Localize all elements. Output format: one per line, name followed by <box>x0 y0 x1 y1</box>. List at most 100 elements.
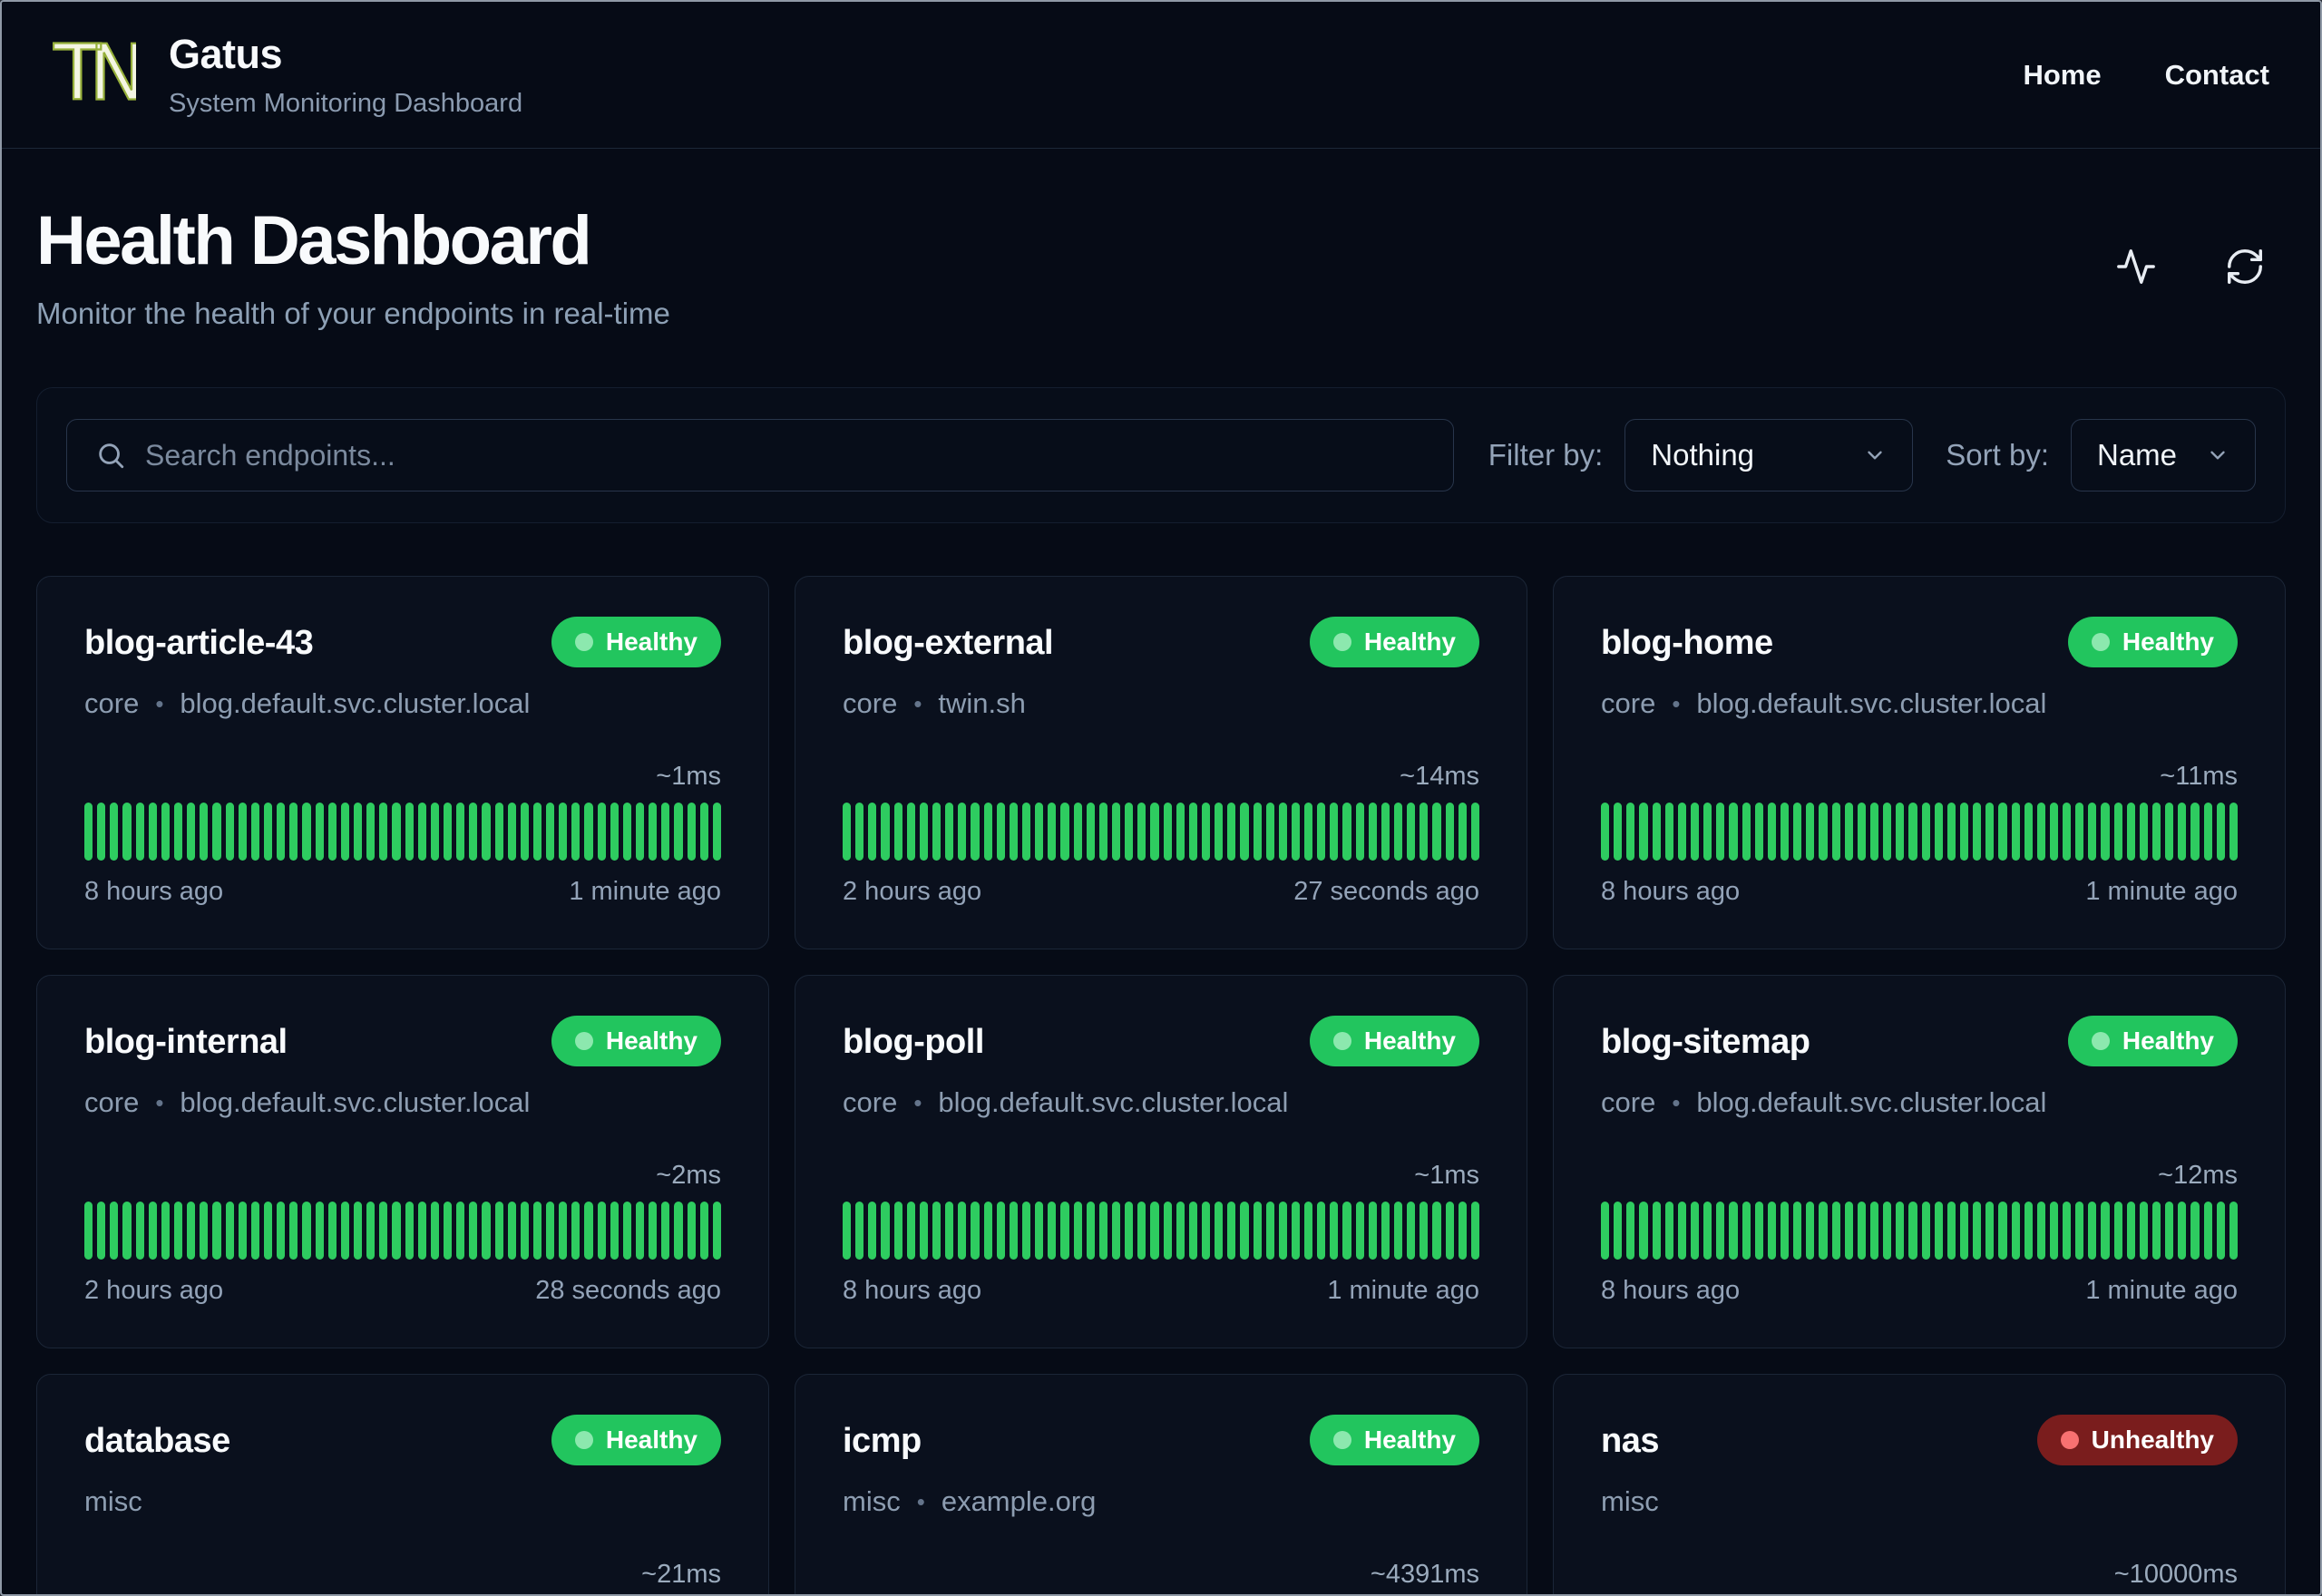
status-bar[interactable] <box>1176 1202 1185 1260</box>
status-bar[interactable] <box>1432 1202 1441 1260</box>
status-bar[interactable] <box>971 1202 980 1260</box>
status-bar[interactable] <box>1253 803 1262 861</box>
status-bar[interactable] <box>983 1202 992 1260</box>
status-bar[interactable] <box>559 803 568 861</box>
status-bar[interactable] <box>1240 1202 1249 1260</box>
status-bar[interactable] <box>135 1202 144 1260</box>
status-bar[interactable] <box>1921 1202 1930 1260</box>
status-bar[interactable] <box>225 1202 234 1260</box>
refresh-icon[interactable] <box>2224 246 2266 287</box>
status-bar[interactable] <box>712 1202 722 1260</box>
status-bar[interactable] <box>1639 803 1648 861</box>
status-bar[interactable] <box>1639 1202 1648 1260</box>
status-bar[interactable] <box>1883 803 1892 861</box>
status-bar[interactable] <box>532 803 542 861</box>
status-bar[interactable] <box>494 1202 503 1260</box>
status-bar[interactable] <box>2088 803 2097 861</box>
status-bar[interactable] <box>456 1202 465 1260</box>
status-bar[interactable] <box>1394 1202 1403 1260</box>
status-bar[interactable] <box>225 803 234 861</box>
status-bar[interactable] <box>610 803 619 861</box>
status-bar[interactable] <box>2229 803 2239 861</box>
status-bar[interactable] <box>636 1202 645 1260</box>
status-bar[interactable] <box>1265 1202 1274 1260</box>
status-bar[interactable] <box>1420 803 1429 861</box>
status-bar[interactable] <box>443 803 453 861</box>
status-bar[interactable] <box>1973 1202 1982 1260</box>
nav-link-home[interactable]: Home <box>2023 58 2102 91</box>
status-bar[interactable] <box>520 1202 529 1260</box>
status-bar[interactable] <box>1806 1202 1815 1260</box>
status-bar[interactable] <box>2165 803 2174 861</box>
status-bar[interactable] <box>1111 803 1121 861</box>
status-bar[interactable] <box>699 803 708 861</box>
status-bar[interactable] <box>1073 1202 1082 1260</box>
status-bar[interactable] <box>945 803 954 861</box>
status-bar[interactable] <box>1844 803 1853 861</box>
status-bar[interactable] <box>958 803 967 861</box>
status-bar[interactable] <box>1278 803 1287 861</box>
status-bar[interactable] <box>559 1202 568 1260</box>
status-bar[interactable] <box>2165 1202 2174 1260</box>
endpoint-card[interactable]: blog-external Healthy core • twin.sh ~14… <box>795 576 1527 949</box>
status-bar[interactable] <box>1896 803 1905 861</box>
status-bar[interactable] <box>571 803 580 861</box>
status-bar[interactable] <box>1614 803 1623 861</box>
status-bar[interactable] <box>687 1202 696 1260</box>
status-bar[interactable] <box>1908 803 1917 861</box>
status-bar[interactable] <box>1163 803 1172 861</box>
status-bar[interactable] <box>1883 1202 1892 1260</box>
status-bar[interactable] <box>2036 1202 2045 1260</box>
status-bar[interactable] <box>1614 1202 1623 1260</box>
status-bar[interactable] <box>2203 1202 2212 1260</box>
status-bar[interactable] <box>1125 803 1134 861</box>
status-bar[interactable] <box>906 1202 915 1260</box>
status-bar[interactable] <box>1342 803 1351 861</box>
status-bar[interactable] <box>212 1202 221 1260</box>
status-bar[interactable] <box>1946 803 1956 861</box>
status-bar[interactable] <box>1664 803 1673 861</box>
status-bar[interactable] <box>1215 1202 1224 1260</box>
status-bar[interactable] <box>1060 1202 1069 1260</box>
status-bar[interactable] <box>1137 1202 1146 1260</box>
status-bar[interactable] <box>173 1202 183 1260</box>
status-bar[interactable] <box>881 803 890 861</box>
status-bar[interactable] <box>1742 803 1751 861</box>
status-bar[interactable] <box>2011 1202 2020 1260</box>
status-bar[interactable] <box>1420 1202 1429 1260</box>
status-bar[interactable] <box>379 803 388 861</box>
status-bar[interactable] <box>893 803 902 861</box>
status-bar[interactable] <box>187 1202 196 1260</box>
status-bar[interactable] <box>1716 1202 1725 1260</box>
status-bar[interactable] <box>238 803 247 861</box>
status-bar[interactable] <box>1601 803 1610 861</box>
status-bar[interactable] <box>2063 1202 2072 1260</box>
status-bar[interactable] <box>958 1202 967 1260</box>
status-bar[interactable] <box>2049 1202 2059 1260</box>
status-bar[interactable] <box>622 803 632 861</box>
status-bar[interactable] <box>84 1202 93 1260</box>
status-bar[interactable] <box>469 803 478 861</box>
status-bar[interactable] <box>212 803 221 861</box>
status-bar[interactable] <box>200 803 209 861</box>
status-bar[interactable] <box>674 1202 683 1260</box>
status-bar[interactable] <box>1626 803 1635 861</box>
status-bar[interactable] <box>932 803 941 861</box>
status-bar[interactable] <box>1458 1202 1467 1260</box>
status-bar[interactable] <box>2024 1202 2033 1260</box>
status-bar[interactable] <box>456 803 465 861</box>
status-bar[interactable] <box>482 803 491 861</box>
status-bar[interactable] <box>187 803 196 861</box>
status-bar[interactable] <box>173 803 183 861</box>
status-bar[interactable] <box>1317 1202 1326 1260</box>
status-bar[interactable] <box>1998 1202 2007 1260</box>
status-bar[interactable] <box>1355 803 1364 861</box>
status-bar[interactable] <box>699 1202 708 1260</box>
status-bar[interactable] <box>1291 1202 1301 1260</box>
status-bar[interactable] <box>1330 1202 1339 1260</box>
status-bar[interactable] <box>482 1202 491 1260</box>
status-bar[interactable] <box>1831 803 1840 861</box>
status-bar[interactable] <box>1652 1202 1661 1260</box>
status-bar[interactable] <box>1767 1202 1776 1260</box>
status-bar[interactable] <box>443 1202 453 1260</box>
